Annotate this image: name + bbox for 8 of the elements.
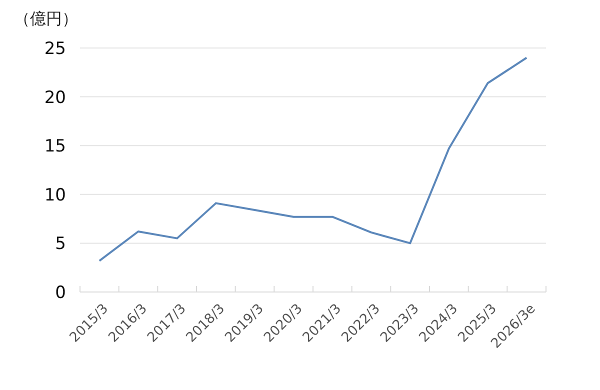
y-tick-label: 10 — [44, 185, 66, 206]
y-tick-label: 20 — [44, 88, 66, 108]
line-series — [98, 56, 528, 262]
y-tick-label: 0 — [55, 282, 66, 303]
y-tick-label: 15 — [44, 136, 66, 157]
y-tick-label: 5 — [55, 234, 66, 254]
y-axis-title: （億円） — [14, 9, 78, 28]
y-tick-label: 25 — [44, 38, 66, 59]
